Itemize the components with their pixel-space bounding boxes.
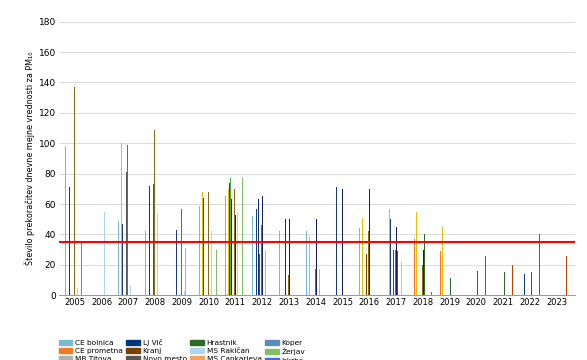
Bar (126, 172, 127, 295)
Bar (531, 273, 532, 295)
Bar (315, 269, 316, 295)
Bar (100, 132, 102, 295)
Bar (395, 249, 396, 295)
Bar (157, 213, 158, 295)
Bar (122, 224, 123, 295)
Bar (458, 251, 460, 295)
Bar (145, 231, 146, 295)
Bar (393, 249, 394, 295)
Bar (423, 249, 424, 295)
Bar (231, 199, 232, 295)
Bar (92, 204, 93, 295)
Legend: CE bolnica, CE prometna, MB Titova, MB Vrbanski, LJ Bežigrad, LJ prometna, LJ Vi: CE bolnica, CE prometna, MB Titova, MB V… (57, 337, 405, 360)
Bar (203, 198, 204, 295)
Bar (127, 145, 129, 295)
Bar (477, 271, 478, 295)
Bar (198, 206, 200, 295)
Bar (336, 187, 338, 295)
Bar (362, 218, 363, 295)
Bar (252, 216, 253, 295)
Bar (539, 234, 540, 295)
Bar (95, 132, 96, 295)
Bar (230, 178, 231, 295)
Bar (225, 197, 227, 295)
Bar (181, 208, 182, 295)
Bar (153, 184, 154, 295)
Bar (512, 265, 513, 295)
Bar (416, 212, 417, 295)
Bar (396, 227, 397, 295)
Bar (319, 269, 320, 295)
Bar (366, 254, 367, 295)
Bar (201, 192, 203, 295)
Bar (228, 189, 230, 295)
Bar (440, 251, 441, 295)
Bar (401, 262, 402, 295)
Bar (215, 249, 217, 295)
Bar (242, 178, 244, 295)
Bar (450, 279, 451, 295)
Bar (262, 197, 263, 295)
Bar (234, 189, 235, 295)
Bar (369, 189, 370, 295)
Bar (390, 219, 391, 295)
Bar (261, 225, 262, 295)
Bar (389, 208, 390, 295)
Bar (149, 186, 150, 295)
Bar (256, 208, 257, 295)
Bar (184, 291, 185, 295)
Bar (397, 251, 398, 295)
Bar (265, 251, 266, 295)
Bar (342, 189, 343, 295)
Bar (235, 215, 237, 295)
Bar (504, 273, 505, 295)
Bar (237, 212, 238, 295)
Bar (176, 230, 177, 295)
Bar (289, 219, 290, 295)
Bar (74, 87, 75, 295)
Bar (69, 187, 70, 295)
Bar (485, 256, 486, 295)
Bar (279, 231, 280, 295)
Bar (154, 130, 155, 295)
Bar (259, 254, 260, 295)
Bar (103, 212, 104, 295)
Bar (285, 219, 286, 295)
Bar (421, 265, 423, 295)
Bar (288, 275, 289, 295)
Bar (65, 146, 66, 295)
Bar (368, 231, 369, 295)
Bar (81, 242, 82, 295)
Bar (185, 248, 186, 295)
Bar (130, 286, 131, 295)
Bar (524, 274, 525, 295)
Bar (118, 221, 119, 295)
Bar (359, 228, 360, 295)
Y-axis label: Število prekoračitev dnevne mejne vrednosti za PM₁₀: Število prekoračitev dnevne mejne vredno… (24, 51, 35, 265)
Bar (258, 199, 259, 295)
